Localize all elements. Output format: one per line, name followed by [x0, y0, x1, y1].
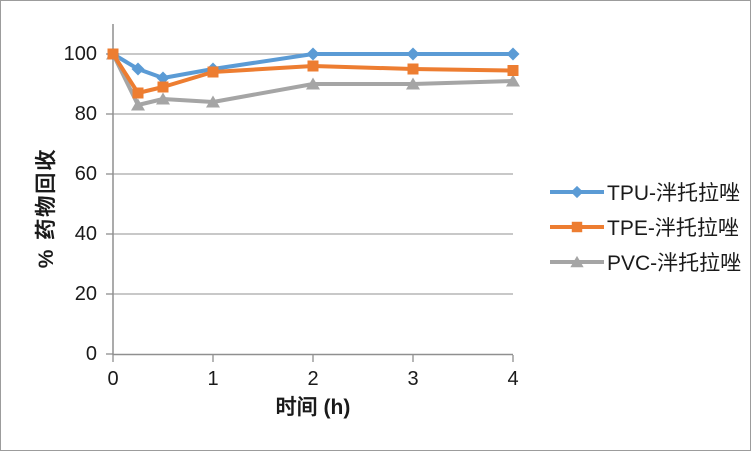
square-marker	[132, 87, 144, 99]
triangle-marker	[131, 98, 145, 111]
x-tick-label: 4	[507, 368, 519, 390]
x-axis-title: 时间 (h)	[275, 396, 351, 419]
legend-swatch-icon	[550, 255, 604, 267]
diamond-marker	[156, 71, 170, 85]
triangle-marker	[506, 74, 520, 87]
diamond-marker	[306, 47, 320, 61]
x-tick-label: 1	[207, 368, 219, 390]
legend-swatch-icon	[550, 221, 604, 232]
square-marker	[407, 63, 419, 75]
square-marker	[207, 66, 219, 78]
y-tick-label: 100	[63, 43, 97, 65]
legend-label: TPU-泮托拉唑	[607, 181, 740, 205]
diamond-marker	[506, 47, 520, 61]
legend-item: TPU-泮托拉唑	[550, 174, 741, 209]
triangle-marker	[306, 77, 320, 90]
legend-swatch-icon	[550, 185, 604, 198]
square-marker	[107, 48, 119, 60]
legend: TPU-泮托拉唑 TPE-泮托拉唑 PVC-泮托拉唑	[550, 174, 741, 279]
square-marker	[307, 60, 319, 72]
square-marker	[507, 65, 519, 76]
diamond-marker	[570, 185, 584, 198]
y-axis-title: % 药物回收	[35, 147, 58, 269]
y-tick-label: 0	[85, 343, 97, 365]
legend-item: PVC-泮托拉唑	[550, 244, 741, 279]
y-tick-label: 20	[74, 283, 97, 305]
triangle-marker	[156, 92, 170, 105]
y-tick-label: 60	[74, 163, 97, 185]
triangle-marker	[570, 255, 584, 267]
square-marker	[571, 221, 583, 232]
diamond-marker	[406, 47, 420, 61]
legend-label: PVC-泮托拉唑	[607, 251, 742, 275]
y-tick-label: 40	[74, 223, 97, 245]
x-tick-label: 3	[407, 368, 419, 390]
y-tick-label: 80	[74, 103, 97, 125]
triangle-marker	[406, 77, 420, 90]
x-tick-label: 0	[107, 368, 119, 390]
diamond-marker	[131, 62, 145, 76]
legend-label: TPE-泮托拉唑	[607, 216, 739, 240]
square-marker	[157, 81, 169, 93]
x-tick-label: 2	[307, 368, 319, 390]
triangle-marker	[206, 95, 220, 108]
legend-item: TPE-泮托拉唑	[550, 209, 741, 244]
